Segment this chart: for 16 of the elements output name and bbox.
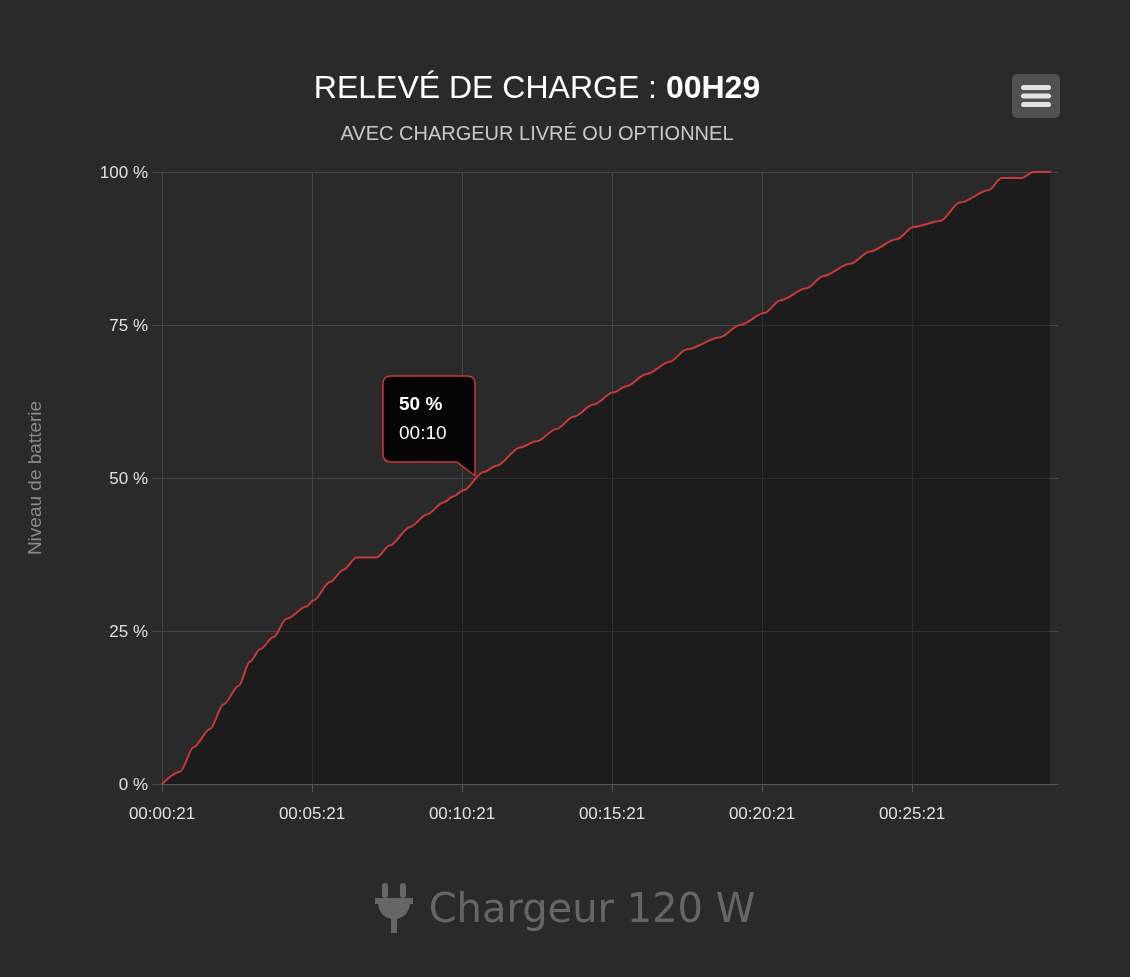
chart-subtitle: AVEC CHARGEUR LIVRÉ OU OPTIONNEL bbox=[339, 122, 735, 145]
y-tick-label: 25 % bbox=[109, 621, 148, 641]
x-tick-label: 00:20:21 bbox=[728, 804, 796, 823]
chart-title: RELEVÉ DE CHARGE : 00H29 bbox=[312, 69, 762, 106]
y-tick-label: 100 % bbox=[99, 162, 148, 182]
y-axis-title: Niveau de batterie bbox=[24, 400, 45, 556]
x-tick-label: 00:05:21 bbox=[278, 804, 346, 823]
x-tick-label: 00:00:21 bbox=[128, 804, 196, 823]
y-tick-label: 0 % bbox=[118, 774, 148, 794]
text: Chargeur 120 W bbox=[428, 884, 756, 933]
y-tick-label: 75 % bbox=[109, 315, 148, 335]
y-tick-label: 50 % bbox=[109, 468, 148, 488]
annotation: 50 % 00:10 bbox=[399, 392, 447, 445]
x-tick-label: 00:15:21 bbox=[578, 804, 646, 823]
x-tick-label: 00:25:21 bbox=[878, 804, 946, 823]
x-tick-label: 00:10:21 bbox=[428, 804, 496, 823]
